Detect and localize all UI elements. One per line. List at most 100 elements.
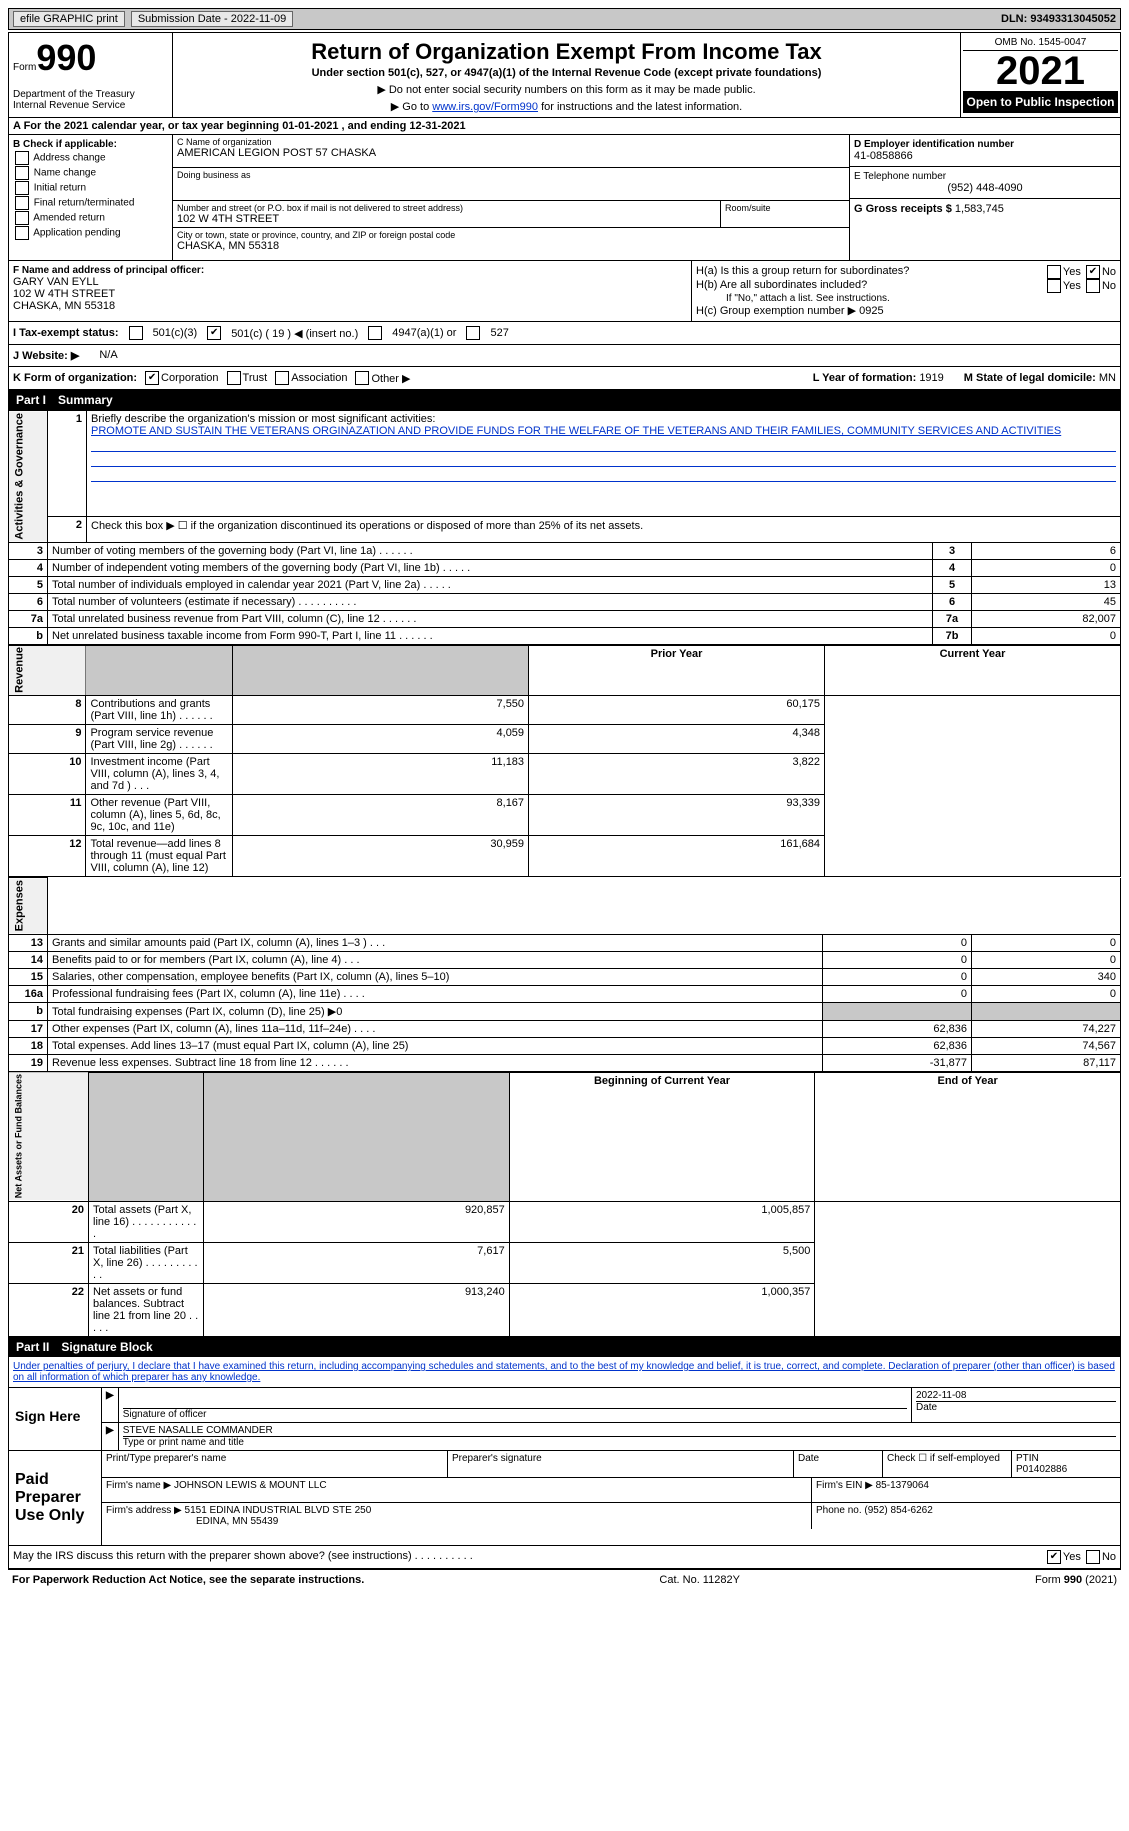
check-amended[interactable]: Amended return [13, 211, 168, 225]
note2-post: for instructions and the latest informat… [538, 101, 742, 113]
i-label: I Tax-exempt status: [13, 327, 119, 339]
gov-line: 6Total number of volunteers (estimate if… [9, 593, 1121, 610]
row-i-status: I Tax-exempt status: 501(c)(3) 501(c) ( … [8, 322, 1121, 345]
gross-box: G Gross receipts $ 1,583,745 [850, 199, 1120, 219]
rev-line: 10Investment income (Part VIII, column (… [9, 754, 1121, 795]
prep-phone: (952) 854-6262 [864, 1505, 932, 1516]
penalties-text: Under penalties of perjury, I declare th… [8, 1357, 1121, 1388]
discuss-yes[interactable]: Yes [1063, 1551, 1081, 1563]
opt-527[interactable]: 527 [490, 327, 508, 339]
subtitle: Under section 501(c), 527, or 4947(a)(1)… [181, 67, 952, 79]
current-year-hdr: Current Year [825, 645, 1121, 696]
efile-btn[interactable]: efile GRAPHIC print [13, 11, 125, 27]
check-name[interactable]: Name change [13, 166, 168, 180]
city-box: City or town, state or province, country… [173, 228, 849, 260]
city-label: City or town, state or province, country… [177, 230, 845, 240]
net-line: 22Net assets or fund balances. Subtract … [9, 1284, 1121, 1337]
rev-line: 11Other revenue (Part VIII, column (A), … [9, 795, 1121, 836]
phone-val: (952) 448-4090 [854, 182, 1116, 194]
prep-name-label: Print/Type preparer's name [102, 1451, 448, 1477]
m-label: M State of legal domicile: [964, 372, 1096, 384]
title-cell: Return of Organization Exempt From Incom… [173, 33, 960, 117]
exp-line: 16aProfessional fundraising fees (Part I… [9, 985, 1121, 1002]
discuss-text: May the IRS discuss this return with the… [13, 1550, 473, 1564]
part1-title: Summary [58, 393, 113, 407]
opt-501c[interactable]: 501(c) ( 19 ) ◀ (insert no.) [231, 327, 358, 340]
check-initial[interactable]: Initial return [13, 181, 168, 195]
row-j-website: J Website: ▶ N/A [8, 345, 1121, 367]
line1-num: 1 [48, 411, 87, 517]
street: 102 W 4TH STREET [177, 213, 716, 225]
hb-yes[interactable]: Yes [1063, 280, 1081, 292]
col-b-right: D Employer identification number 41-0858… [849, 135, 1120, 260]
h-group: H(a) Is this a group return for subordin… [692, 261, 1120, 321]
netassets-table: Net Assets or Fund Balances Beginning of… [8, 1072, 1121, 1337]
gov-line: 5Total number of individuals employed in… [9, 576, 1121, 593]
submission-date: Submission Date - 2022-11-09 [131, 11, 293, 27]
c-label: C Name of organization [177, 137, 845, 147]
gov-line: bNet unrelated business taxable income f… [9, 627, 1121, 644]
discuss-row: May the IRS discuss this return with the… [8, 1546, 1121, 1569]
line1-label: Briefly describe the organization's miss… [91, 413, 435, 425]
officer-addr2: CHASKA, MN 55318 [13, 300, 687, 312]
arrow-icon: ▶ [102, 1388, 119, 1422]
sign-here-label: Sign Here [9, 1388, 102, 1450]
gov-line: 7aTotal unrelated business revenue from … [9, 610, 1121, 627]
footer-right: Form 990 (2021) [1035, 1574, 1117, 1586]
col-b-mid: C Name of organization AMERICAN LEGION P… [173, 135, 849, 260]
l-label: L Year of formation: [813, 372, 917, 384]
irs-link[interactable]: www.irs.gov/Form990 [432, 101, 538, 113]
firm-addr-label: Firm's address ▶ [106, 1505, 182, 1516]
ha-no[interactable]: No [1102, 266, 1116, 278]
firm-ein: 85-1379064 [876, 1480, 929, 1491]
ein-val: 41-0858866 [854, 150, 1116, 162]
rev-label: Revenue [9, 645, 86, 696]
net-label: Net Assets or Fund Balances [9, 1072, 89, 1201]
e-label: E Telephone number [854, 171, 1116, 182]
mission-text[interactable]: PROMOTE AND SUSTAIN THE VETERANS ORGINAZ… [91, 425, 1061, 437]
gov-label: Activities & Governance [9, 411, 48, 543]
net-line: 20Total assets (Part X, line 16) . . . .… [9, 1202, 1121, 1243]
preparer-section: Paid Preparer Use Only Print/Type prepar… [8, 1451, 1121, 1546]
footer-mid: Cat. No. 11282Y [659, 1574, 740, 1586]
rev-hdr-num [86, 645, 233, 696]
row-fgh: F Name and address of principal officer:… [8, 261, 1121, 322]
check-address[interactable]: Address change [13, 151, 168, 165]
penalties-link: Under penalties of perjury, I declare th… [13, 1361, 1115, 1383]
discuss-no[interactable]: No [1102, 1551, 1116, 1563]
ha-yes[interactable]: Yes [1063, 266, 1081, 278]
k-label: K Form of organization: [13, 372, 137, 384]
org-name-box: C Name of organization AMERICAN LEGION P… [173, 135, 849, 168]
name-title-label: Type or print name and title [123, 1436, 1116, 1448]
opt-501c3[interactable]: 501(c)(3) [153, 327, 198, 339]
check-pending[interactable]: Application pending [13, 226, 168, 240]
prep-self-emp: Check ☐ if self-employed [883, 1451, 1012, 1477]
line2-text: Check this box ▶ ☐ if the organization d… [87, 516, 1121, 542]
opt-4947[interactable]: 4947(a)(1) or [392, 327, 456, 339]
room-label: Room/suite [725, 203, 845, 213]
revenue-table: Revenue Prior Year Current Year 8Contrib… [8, 645, 1121, 878]
part2-label: Part II [16, 1340, 49, 1354]
opt-trust[interactable]: Trust [243, 372, 268, 384]
dba-box: Doing business as [173, 168, 849, 201]
sign-here-section: Sign Here ▶ Signature of officer 2022-11… [8, 1388, 1121, 1451]
year-cell: OMB No. 1545-0047 2021 Open to Public In… [960, 33, 1120, 117]
opt-other[interactable]: Other ▶ [371, 372, 410, 385]
form-number-cell: Form990 Department of the Treasury Inter… [9, 33, 173, 117]
city-val: CHASKA, MN 55318 [177, 240, 845, 252]
opt-corp[interactable]: Corporation [161, 372, 218, 384]
part1-label: Part I [16, 393, 46, 407]
m-val: MN [1099, 372, 1116, 384]
f-officer: F Name and address of principal officer:… [9, 261, 692, 321]
street-label: Number and street (or P.O. box if mail i… [177, 203, 716, 213]
exp-line: bTotal fundraising expenses (Part IX, co… [9, 1002, 1121, 1020]
exp-line: 17Other expenses (Part IX, column (A), l… [9, 1020, 1121, 1037]
form-title: Return of Organization Exempt From Incom… [181, 39, 952, 65]
line2-num: 2 [48, 516, 87, 542]
check-final[interactable]: Final return/terminated [13, 196, 168, 210]
opt-assoc[interactable]: Association [291, 372, 347, 384]
note2-pre: ▶ Go to [391, 101, 432, 113]
hb-no[interactable]: No [1102, 280, 1116, 292]
prep-phone-label: Phone no. [816, 1505, 862, 1516]
part1-header: Part I Summary [8, 390, 1121, 410]
